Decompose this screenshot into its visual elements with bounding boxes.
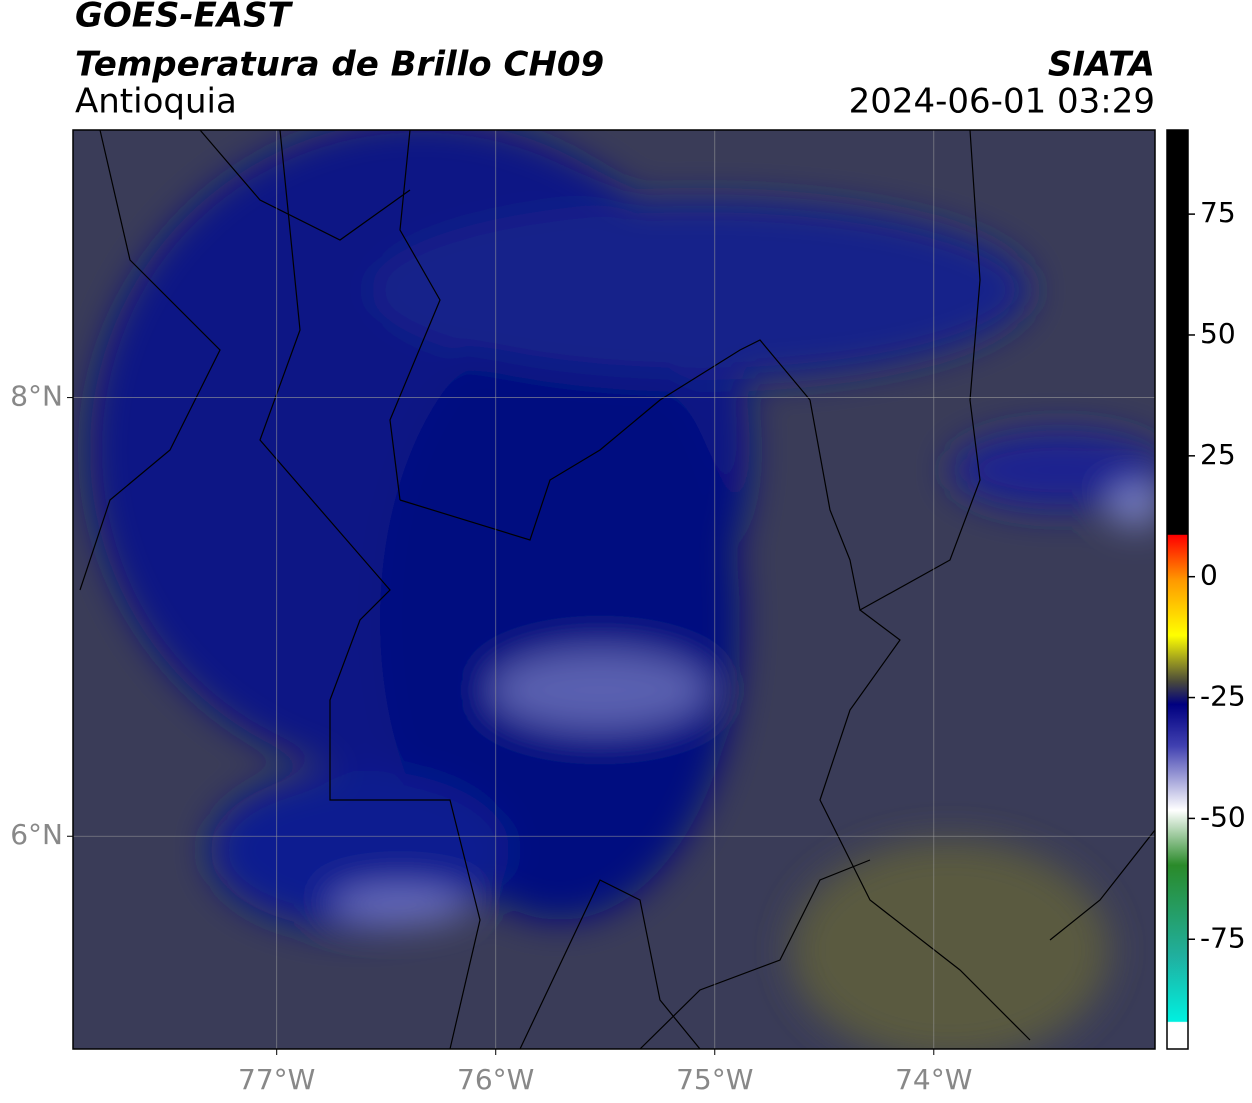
colorbar-tick-label: 25	[1200, 438, 1236, 471]
colorbar-tick-label: 0	[1200, 559, 1218, 592]
colorbar-tick-label: -75	[1200, 921, 1246, 954]
subtitle: Temperatura de Brillo CH09	[75, 45, 604, 85]
lat-tick-label: 8°N	[10, 380, 63, 413]
brightness-field	[73, 130, 1155, 1049]
source: SIATA	[1048, 45, 1155, 85]
lon-tick-label: 74°W	[895, 1063, 972, 1096]
colorbar-tick-label: 50	[1200, 317, 1236, 350]
datetime: 2024-06-01 03:29	[849, 82, 1155, 122]
colorbar-tick-label: 75	[1200, 196, 1236, 229]
lon-tick-label: 76°W	[457, 1063, 534, 1096]
colorbar-tick-label: -50	[1200, 800, 1246, 833]
region: Antioquia	[75, 82, 237, 122]
title: GOES-EAST	[75, 0, 294, 36]
colorbar	[1166, 129, 1189, 1050]
graticule	[73, 130, 1155, 1049]
lon-tick-label: 75°W	[676, 1063, 753, 1096]
colorbar-tick-label: -25	[1200, 680, 1246, 713]
map-frame	[72, 129, 1156, 1050]
lon-tick-label: 77°W	[238, 1063, 315, 1096]
lat-tick-label: 6°N	[10, 818, 63, 851]
